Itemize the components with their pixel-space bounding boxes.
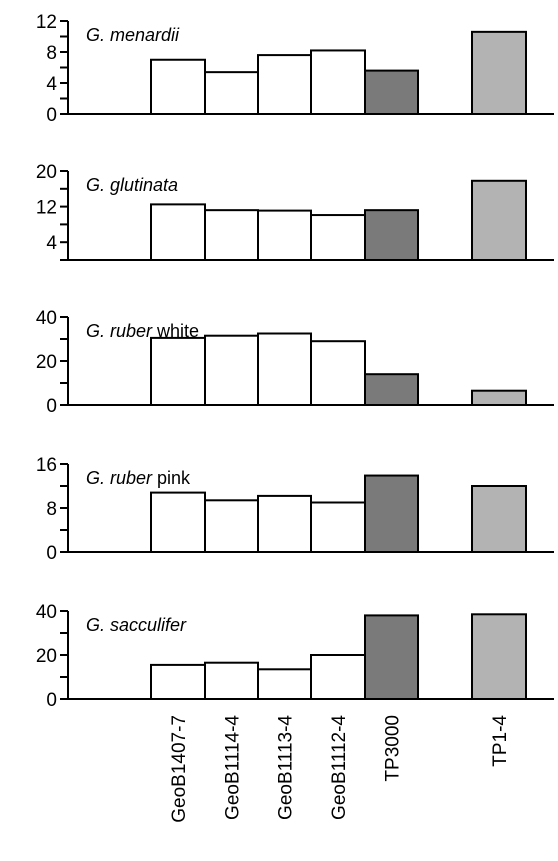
bar-1 [150, 336, 206, 406]
bar-5 [364, 209, 419, 262]
bar-2 [204, 499, 259, 553]
panel-2: 4 12 20 G. glutinata [36, 162, 554, 262]
bar-1 [150, 58, 206, 115]
y-tick-label: 0 [46, 543, 57, 564]
bar-5 [364, 373, 419, 407]
y-tick-label: 40 [36, 308, 57, 329]
bar-5 [364, 614, 419, 701]
bar-1 [150, 491, 206, 554]
y-tick-label: 8 [46, 43, 57, 64]
bar-6 [471, 485, 527, 553]
panel-title-species: G. ruber [86, 321, 153, 341]
panel-1: 0 4 8 12 G. menardii [36, 12, 554, 126]
y-tick-label: 4 [46, 74, 57, 95]
bar-5 [364, 474, 419, 553]
bar-6 [471, 389, 527, 407]
bar-3 [257, 209, 312, 261]
panel-title-species: G. glutinata [86, 175, 178, 195]
y-tick-label: 40 [36, 602, 57, 623]
category-label: GeoB1114-4 [223, 715, 244, 820]
y-tick-label: 20 [36, 162, 57, 183]
bar-4 [310, 654, 366, 700]
panel-title: G. menardii [86, 25, 180, 45]
y-tick-label: 4 [46, 233, 57, 254]
category-label: TP3000 [383, 715, 404, 782]
panel-title-species: G. ruber [86, 468, 153, 488]
category-label: TP1-4 [490, 715, 511, 767]
bar-4 [310, 214, 366, 261]
panel-5: 0 20 40 G. sacculifer [36, 602, 554, 711]
bar-4 [310, 49, 366, 115]
category-label: GeoB1113-4 [276, 715, 297, 820]
bar-3 [257, 494, 312, 553]
panel-title-variant: pink [152, 468, 191, 488]
y-tick-label: 0 [46, 396, 57, 417]
bar-3 [257, 332, 312, 406]
bar-2 [204, 334, 259, 407]
bar-1 [150, 663, 206, 701]
y-tick-label: 20 [36, 646, 57, 667]
bar-4 [310, 501, 366, 553]
bar-2 [204, 209, 259, 262]
category-label: GeoB1112-4 [329, 715, 350, 820]
chart-panels: 0 4 8 12 G. menardii 4 12 20 G. glutinata 0 20 40 G.… [36, 12, 554, 711]
category-label: GeoB1407-7 [169, 715, 190, 823]
y-tick-label: 20 [36, 352, 57, 373]
panel-title: G. ruber white [86, 321, 199, 341]
bar-3 [257, 668, 312, 700]
bar-3 [257, 54, 312, 115]
panel-title-species: G. menardii [86, 25, 180, 45]
panel-title: G. ruber pink [86, 468, 191, 488]
y-tick-label: 12 [36, 12, 57, 33]
panel-title-species: G. sacculifer [86, 615, 187, 635]
bar-5 [364, 69, 419, 115]
panel-4: 0 8 16 G. ruber pink [36, 455, 554, 564]
bar-4 [310, 340, 366, 407]
bar-1 [150, 203, 206, 261]
y-tick-label: 8 [46, 499, 57, 520]
y-tick-label: 0 [46, 105, 57, 126]
y-tick-label: 16 [36, 455, 57, 476]
bar-6 [471, 613, 527, 700]
category-labels: GeoB1407-7 GeoB1114-4 GeoB1113-4 GeoB1112-4… [169, 715, 511, 823]
panel-title-variant: white [152, 321, 199, 341]
y-tick-label: 12 [36, 198, 57, 219]
bar-6 [471, 179, 527, 261]
bar-2 [204, 661, 259, 701]
panel-3: 0 20 40 G. ruber white [36, 308, 554, 417]
bar-2 [204, 71, 259, 115]
panel-title: G. glutinata [86, 175, 178, 195]
bar-6 [471, 30, 527, 116]
y-tick-label: 0 [46, 690, 57, 711]
panel-title: G. sacculifer [86, 615, 187, 635]
